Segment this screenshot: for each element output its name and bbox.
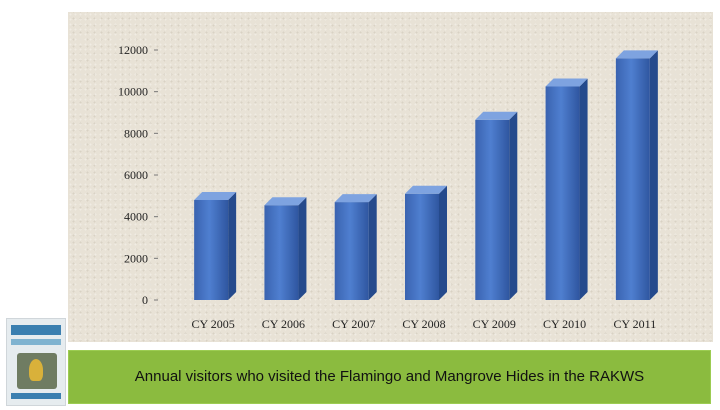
bar [264,197,307,300]
bar-front [264,205,299,300]
x-tick-label: CY 2006 [262,317,305,331]
bar-top [405,185,447,194]
bar-top [615,50,658,59]
y-tick-label: 2000 [124,251,148,265]
bar-top [194,192,237,200]
chart-panel: 0 2000 4000 6000 8000 10000 12000 CY 2005 CY 20… [68,12,713,342]
x-tick-label: CY 2007 [332,317,375,331]
y-axis: 0 2000 4000 6000 8000 10000 12000 [118,43,158,307]
bar [194,192,237,300]
bar-side [579,78,588,300]
y-tick-label: 4000 [124,210,148,224]
bar-top [475,111,518,120]
bar-side [649,50,658,301]
bar [545,78,588,300]
bar-top [545,78,588,87]
chart-caption-box: Annual visitors who visited the Flamingo… [68,350,711,404]
bar [475,111,518,301]
x-tick-label: CY 2011 [613,317,656,331]
x-tick-label: CY 2005 [192,317,235,331]
bar-front [615,58,650,301]
brochure-thumbnail-icon [6,318,66,406]
y-tick-label: 0 [142,293,148,307]
y-tick-label: 12000 [118,43,148,57]
y-tick-label: 6000 [124,168,148,182]
bar-top [334,194,377,203]
x-axis: CY 2005 CY 2006 CY 2007 CY 2008 CY 2009 CY 20… [192,317,657,331]
bar-top [264,197,307,206]
bar-side [509,111,518,301]
bar [334,194,377,300]
chart-caption: Annual visitors who visited the Flamingo… [134,368,645,385]
x-tick-label: CY 2009 [473,317,516,331]
bar-front [405,193,439,300]
bar-side [298,197,307,300]
bar-front [334,202,369,300]
bar [615,50,658,301]
bar-front [475,119,510,301]
x-tick-label: CY 2008 [402,317,445,331]
bar-side [368,194,377,300]
bar-side [228,192,237,300]
bars [194,50,658,301]
bar-side [439,185,447,300]
bar-front [545,86,580,300]
bar-front [194,200,229,300]
x-tick-label: CY 2010 [543,317,586,331]
y-tick-label: 8000 [124,126,148,140]
bar [405,185,447,300]
y-tick-label: 10000 [118,85,148,99]
